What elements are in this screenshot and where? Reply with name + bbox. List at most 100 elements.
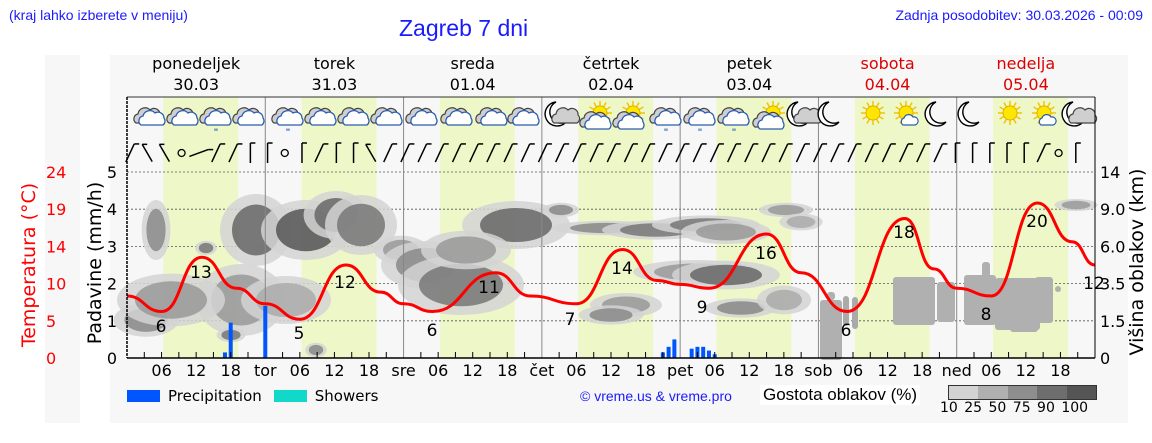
last-updated: Zadnja posodobitev: 30.03.2026 - 00:09 [895, 7, 1143, 23]
svg-text:12: 12 [324, 361, 344, 380]
svg-text:sobota: sobota [860, 54, 914, 73]
svg-text:0: 0 [107, 349, 117, 368]
cloud-icon: " [271, 107, 304, 138]
svg-text:četrtek: četrtek [583, 54, 641, 73]
svg-text:16: 16 [755, 244, 777, 264]
svg-text:06: 06 [566, 361, 586, 380]
cloud-icon [440, 107, 473, 126]
cloud-density-ticks: 10 25 50 75 90 100 [940, 400, 1089, 416]
svg-text:4: 4 [107, 200, 117, 219]
svg-text:12: 12 [334, 273, 356, 293]
svg-text:13: 13 [190, 263, 212, 283]
moon-icon [957, 101, 980, 127]
showers-swatch [273, 390, 307, 402]
legend: Precipitation Showers [127, 387, 390, 405]
svg-text:24: 24 [46, 163, 66, 182]
svg-text:0: 0 [46, 349, 56, 368]
svg-text:sreda: sreda [451, 54, 495, 73]
svg-text:Temperatura (°C): Temperatura (°C) [18, 183, 40, 348]
svg-text:6.0: 6.0 [1100, 237, 1125, 256]
svg-text:1.5: 1.5 [1100, 312, 1125, 331]
cloud-icon [232, 107, 265, 126]
svg-text:petek: petek [727, 54, 773, 73]
svg-text:ned: ned [942, 361, 972, 380]
svg-text:12: 12 [186, 361, 206, 380]
cloud-icon: " [717, 107, 750, 138]
svg-text:12: 12 [601, 361, 621, 380]
sun-icon [752, 101, 785, 130]
svg-text:8: 8 [981, 305, 992, 325]
svg-text:12: 12 [463, 361, 483, 380]
moon-icon [544, 101, 581, 127]
svg-text:sre: sre [391, 361, 415, 380]
svg-text:12: 12 [1083, 274, 1105, 294]
svg-text:5: 5 [107, 163, 117, 182]
svg-text:19: 19 [46, 200, 66, 219]
svg-text:18: 18 [359, 361, 379, 380]
x-axis-labels: 06 12 18 tor 06 12 18 sre 06 12 18 čet 06 12 18 pet 06 12… [151, 361, 1070, 380]
sun-icon [612, 101, 645, 130]
svg-text:18: 18 [635, 361, 655, 380]
moon-icon [817, 101, 840, 127]
cloud-icon [166, 107, 199, 126]
copyright-link[interactable]: © vreme.us & vreme.pro [580, 388, 732, 404]
legend-precipitation: Precipitation [127, 387, 262, 405]
svg-text:0: 0 [1100, 349, 1110, 368]
precipitation-swatch [127, 390, 160, 402]
cloud-density-title: Gostota oblakov (%) [760, 385, 921, 405]
cloud-icon [133, 107, 166, 126]
cloud-icon: " [199, 107, 232, 138]
svg-text:5: 5 [46, 312, 56, 331]
svg-text:03.04: 03.04 [726, 75, 772, 94]
svg-text:10: 10 [46, 275, 66, 294]
svg-text:31.03: 31.03 [312, 75, 358, 94]
svg-text:18: 18 [893, 223, 915, 243]
sun-icon [861, 101, 885, 125]
wind-barbs-row [125, 142, 1081, 163]
region-note[interactable]: (kraj lahko izberete v meniju) [9, 7, 188, 23]
precipitation-label: Precipitation [168, 387, 262, 405]
page-title: Zagreb 7 dni [399, 15, 529, 41]
svg-text:torek: torek [314, 54, 356, 73]
svg-text:6: 6 [427, 321, 438, 341]
svg-text:1: 1 [107, 312, 117, 331]
cloud-icon [475, 107, 508, 126]
showers-label: Showers [314, 387, 379, 405]
left-axis-panel [45, 55, 80, 423]
cloud-icon: " [683, 107, 716, 138]
cloud-icon [507, 107, 540, 126]
svg-text:": " [732, 128, 737, 138]
svg-text:12: 12 [1016, 361, 1036, 380]
svg-text:06: 06 [843, 361, 863, 380]
svg-text:3.5: 3.5 [1100, 275, 1125, 294]
svg-text:2: 2 [107, 275, 117, 294]
svg-text:18: 18 [912, 361, 932, 380]
svg-text:06: 06 [705, 361, 725, 380]
svg-text:6: 6 [841, 321, 852, 341]
cloud-icon: " [649, 107, 682, 138]
legend-showers: Showers [273, 387, 379, 405]
svg-text:tor: tor [254, 361, 277, 380]
svg-text:7: 7 [565, 310, 576, 330]
svg-text:Padavine (mm/h): Padavine (mm/h) [84, 182, 106, 345]
cloud-icon [304, 107, 337, 126]
svg-text:": " [214, 128, 219, 138]
svg-text:9.0: 9.0 [1100, 200, 1125, 219]
svg-text:18: 18 [1050, 361, 1070, 380]
moon-icon [786, 101, 823, 127]
svg-text:14: 14 [46, 237, 66, 256]
temperature-line [126, 201, 1096, 321]
sun-icon [1032, 101, 1057, 126]
moon-icon [924, 101, 947, 127]
cloud-icon [337, 107, 370, 126]
svg-text:30.03: 30.03 [173, 75, 219, 94]
svg-text:12: 12 [877, 361, 897, 380]
svg-text:pet: pet [667, 361, 693, 380]
svg-text:": " [664, 128, 669, 138]
svg-text:20: 20 [1026, 212, 1048, 232]
svg-text:06: 06 [981, 361, 1001, 380]
cloud-density-layer [113, 191, 1098, 360]
svg-text:18: 18 [497, 361, 517, 380]
svg-text:sob: sob [804, 361, 832, 380]
